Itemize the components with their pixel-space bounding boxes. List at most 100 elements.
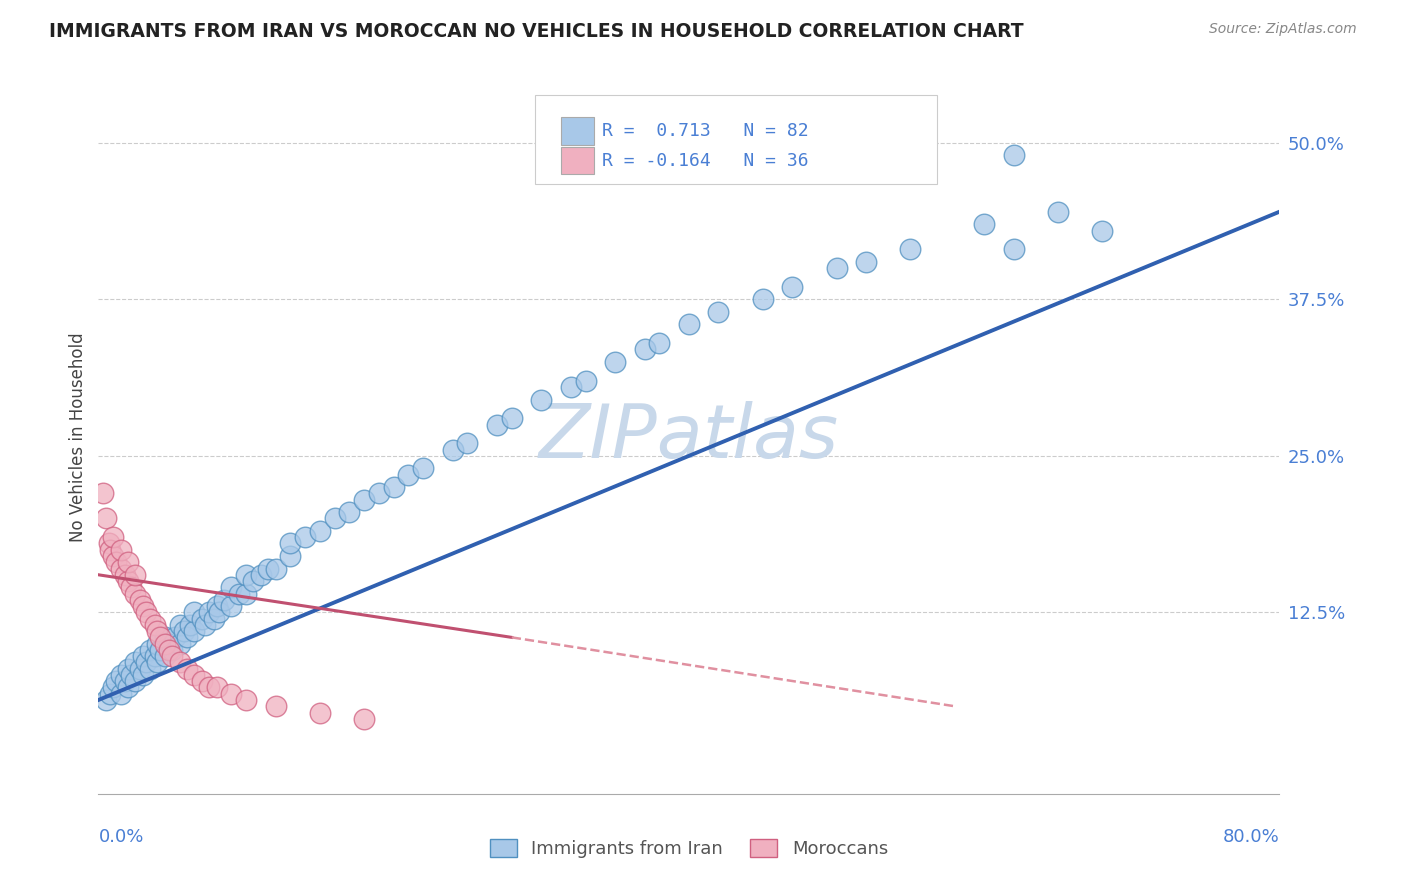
Text: ZIPatlas: ZIPatlas bbox=[538, 401, 839, 473]
Point bbox=[368, 486, 391, 500]
Point bbox=[501, 411, 523, 425]
Point bbox=[208, 605, 231, 619]
Point bbox=[117, 662, 139, 676]
Point bbox=[648, 336, 671, 351]
Point bbox=[153, 631, 176, 645]
FancyBboxPatch shape bbox=[561, 147, 595, 175]
Point bbox=[157, 637, 180, 651]
Point bbox=[235, 567, 257, 582]
Point bbox=[191, 612, 214, 626]
Point bbox=[530, 392, 553, 407]
Point bbox=[114, 674, 136, 689]
Point bbox=[97, 536, 120, 550]
Point bbox=[441, 442, 464, 457]
Point bbox=[162, 643, 183, 657]
Point bbox=[309, 524, 332, 538]
Point bbox=[165, 631, 187, 645]
Point bbox=[153, 649, 176, 664]
Point bbox=[309, 706, 332, 720]
Point bbox=[110, 542, 132, 557]
Point bbox=[707, 305, 730, 319]
Text: IMMIGRANTS FROM IRAN VS MOROCCAN NO VEHICLES IN HOUSEHOLD CORRELATION CHART: IMMIGRANTS FROM IRAN VS MOROCCAN NO VEHI… bbox=[49, 22, 1024, 41]
Point bbox=[412, 461, 434, 475]
Point bbox=[173, 624, 195, 639]
Point bbox=[198, 681, 221, 695]
Point bbox=[94, 511, 117, 525]
Y-axis label: No Vehicles in Household: No Vehicles in Household bbox=[69, 332, 87, 542]
Point bbox=[135, 656, 157, 670]
Point bbox=[146, 637, 169, 651]
Point bbox=[194, 618, 217, 632]
Point bbox=[560, 380, 582, 394]
Point bbox=[110, 561, 132, 575]
Point bbox=[143, 618, 166, 632]
FancyBboxPatch shape bbox=[561, 118, 595, 145]
Point bbox=[250, 567, 273, 582]
Point bbox=[678, 318, 700, 332]
Point bbox=[278, 549, 302, 563]
FancyBboxPatch shape bbox=[536, 95, 936, 184]
Point bbox=[105, 674, 128, 689]
Point bbox=[132, 599, 155, 613]
Point bbox=[219, 580, 242, 594]
Point bbox=[162, 649, 183, 664]
Point bbox=[456, 436, 478, 450]
Point bbox=[124, 567, 146, 582]
Point bbox=[176, 631, 198, 645]
Point bbox=[202, 612, 225, 626]
Point bbox=[855, 255, 877, 269]
Point bbox=[169, 656, 191, 670]
Point bbox=[353, 712, 375, 726]
Point bbox=[120, 668, 142, 682]
Point bbox=[103, 681, 125, 695]
Point bbox=[323, 511, 346, 525]
Point bbox=[339, 505, 360, 519]
Point bbox=[183, 624, 205, 639]
Point bbox=[396, 467, 419, 482]
Point bbox=[124, 656, 146, 670]
Point bbox=[900, 242, 922, 256]
Point bbox=[1002, 148, 1025, 162]
Point bbox=[103, 549, 125, 563]
Point bbox=[117, 681, 139, 695]
Point bbox=[264, 699, 287, 714]
Point bbox=[124, 586, 146, 600]
Point bbox=[124, 674, 146, 689]
Point bbox=[128, 592, 150, 607]
Point bbox=[120, 580, 142, 594]
Point bbox=[278, 536, 302, 550]
Point bbox=[1046, 204, 1069, 219]
Point bbox=[219, 599, 242, 613]
Point bbox=[219, 687, 242, 701]
Point bbox=[751, 293, 773, 307]
Point bbox=[149, 631, 172, 645]
Point bbox=[98, 687, 121, 701]
Point bbox=[191, 674, 214, 689]
Text: Source: ZipAtlas.com: Source: ZipAtlas.com bbox=[1209, 22, 1357, 37]
Point bbox=[139, 662, 162, 676]
Point bbox=[782, 280, 804, 294]
Point bbox=[825, 261, 848, 276]
Point bbox=[235, 693, 257, 707]
Point bbox=[146, 656, 169, 670]
Point bbox=[205, 599, 228, 613]
Point bbox=[235, 586, 257, 600]
Point bbox=[117, 555, 139, 569]
Text: R =  0.713   N = 82: R = 0.713 N = 82 bbox=[602, 122, 808, 140]
Point bbox=[110, 687, 132, 701]
Point bbox=[153, 637, 176, 651]
Point bbox=[132, 649, 155, 664]
Point bbox=[169, 637, 191, 651]
Point bbox=[132, 668, 155, 682]
Point bbox=[212, 592, 235, 607]
Point bbox=[353, 492, 375, 507]
Point bbox=[382, 480, 405, 494]
Point bbox=[176, 662, 198, 676]
Point bbox=[183, 605, 205, 619]
Point bbox=[139, 612, 162, 626]
Point bbox=[205, 681, 228, 695]
Point bbox=[110, 668, 132, 682]
Point bbox=[169, 618, 191, 632]
Point bbox=[633, 343, 655, 357]
Point bbox=[103, 530, 125, 544]
